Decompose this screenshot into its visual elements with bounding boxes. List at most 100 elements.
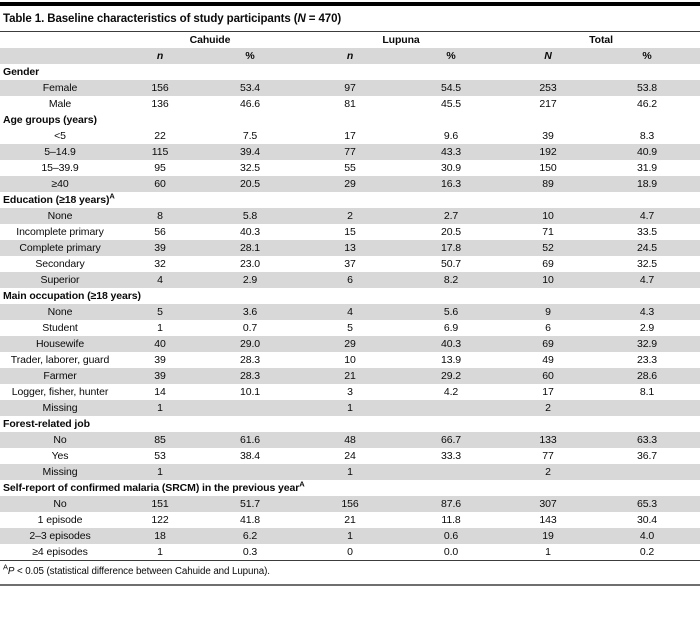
cell-value: 4.7: [639, 210, 655, 222]
cell-value: 10: [542, 210, 554, 222]
cell-value: 95: [154, 162, 166, 174]
section-header: Gender: [3, 66, 40, 78]
table-row: None 5 3.6 4 5.6 9 4.3: [0, 304, 700, 320]
cell-value: 28.6: [636, 370, 658, 382]
cell-value: 32.5: [636, 258, 658, 270]
cell-value: 2.9: [639, 322, 655, 334]
cell-value: 10: [542, 274, 554, 286]
cell-value: 4: [157, 274, 163, 286]
table-row: Missing 1 1 2: [0, 400, 700, 416]
cell-value: 8.1: [639, 386, 655, 398]
cell-value: 28.3: [239, 354, 261, 366]
table-row: Missing 1 1 2: [0, 464, 700, 480]
cell-value: 307: [539, 498, 557, 510]
cell-value: [200, 464, 300, 480]
col-header-total-pct: %: [642, 50, 652, 62]
footnote-superscript: A: [3, 562, 8, 572]
cell-value: 50.7: [440, 258, 462, 270]
table-row: Logger, fisher, hunter 14 10.1 3 4.2 17 8.1: [0, 384, 700, 400]
table-footnote: AP < 0.05 (statistical difference betwee…: [0, 561, 700, 586]
row-label: Student: [42, 322, 78, 334]
row-label: Farmer: [43, 370, 77, 382]
table-row: Trader, laborer, guard 39 28.3 10 13.9 49 23.3: [0, 352, 700, 368]
row-label: Trader, laborer, guard: [10, 354, 110, 366]
row-label: Missing: [42, 402, 78, 414]
cell-value: [594, 400, 700, 416]
cell-value: 6.9: [443, 322, 459, 334]
cell-value: 48: [344, 434, 356, 446]
cell-value: 4.0: [639, 530, 655, 542]
footnote-p-variable: P: [7, 566, 15, 577]
cell-value: 53.8: [636, 82, 658, 94]
row-label: Logger, fisher, hunter: [11, 386, 109, 398]
cell-value: 69: [542, 338, 554, 350]
cell-value: 14: [154, 386, 166, 398]
cell-value: 122: [151, 514, 169, 526]
column-group-lupuna: Lupuna: [382, 34, 420, 46]
cell-value: 45.5: [440, 98, 462, 110]
cell-value: 8: [157, 210, 163, 222]
cell-value: 39: [154, 370, 166, 382]
table-row: No 85 61.6 48 66.7 133 63.3: [0, 432, 700, 448]
row-label: 1 episode: [37, 514, 83, 526]
section-header: Self-report of confirmed malaria (SRCM) …: [3, 480, 305, 494]
cell-value: 2.7: [443, 210, 459, 222]
table-row: Male 136 46.6 81 45.5 217 46.2: [0, 96, 700, 112]
stub-subheader: [0, 48, 120, 64]
section-header-row: Gender: [0, 64, 700, 80]
cell-value: 46.6: [239, 98, 261, 110]
cell-value: [400, 464, 502, 480]
col-header-lupuna-n: n: [346, 50, 354, 62]
table-row: ≥4 episodes 1 0.3 0 0.0 1 0.2: [0, 544, 700, 561]
cell-value: 23.0: [239, 258, 261, 270]
cell-value: 20.5: [239, 178, 261, 190]
cell-value: 0: [347, 546, 353, 558]
cell-value: 6: [347, 274, 353, 286]
cell-value: 32: [154, 258, 166, 270]
row-label: No: [53, 434, 67, 446]
cell-value: 30.9: [440, 162, 462, 174]
cell-value: 5.8: [242, 210, 258, 222]
table-title-suffix: = 470): [305, 13, 342, 25]
cell-value: 39: [154, 354, 166, 366]
cell-value: 0.3: [242, 546, 258, 558]
cell-value: 8.2: [443, 274, 459, 286]
cell-value: 6: [545, 322, 551, 334]
cell-value: 24.5: [636, 242, 658, 254]
table-title-text: Table 1. Baseline characteristics of stu…: [3, 13, 298, 25]
cell-value: 192: [539, 146, 557, 158]
col-header-cahuide-n: n: [156, 50, 164, 62]
cell-value: 2.9: [242, 274, 258, 286]
table-row: 1 episode 122 41.8 21 11.8 143 30.4: [0, 512, 700, 528]
row-label: Yes: [51, 450, 69, 462]
cell-value: 39.4: [239, 146, 261, 158]
table-row: ≥40 60 20.5 29 16.3 89 18.9: [0, 176, 700, 192]
cell-value: 53.4: [239, 82, 261, 94]
cell-value: 156: [341, 498, 359, 510]
cell-value: 40.3: [440, 338, 462, 350]
cell-value: 18: [154, 530, 166, 542]
cell-value: 1: [157, 402, 163, 414]
cell-value: 1: [347, 530, 353, 542]
cell-value: 9.6: [443, 130, 459, 142]
section-header-row: Main occupation (≥18 years): [0, 288, 700, 304]
cell-value: 39: [542, 130, 554, 142]
col-header-cahuide-pct: %: [245, 50, 255, 62]
table-row: No 151 51.7 156 87.6 307 65.3: [0, 496, 700, 512]
cell-value: 9: [545, 306, 551, 318]
cell-value: 69: [542, 258, 554, 270]
cell-value: 37: [344, 258, 356, 270]
cell-value: 39: [154, 242, 166, 254]
cell-value: 61.6: [239, 434, 261, 446]
table-row: Complete primary 39 28.1 13 17.8 52 24.5: [0, 240, 700, 256]
cell-value: 41.8: [239, 514, 261, 526]
cell-value: 40.3: [239, 226, 261, 238]
cell-value: 71: [542, 226, 554, 238]
row-label: Male: [48, 98, 72, 110]
section-header-superscript: A: [299, 480, 305, 489]
cell-value: 13.9: [440, 354, 462, 366]
col-header-lupuna-pct: %: [446, 50, 456, 62]
cell-value: 156: [151, 82, 169, 94]
cell-value: 1: [545, 546, 551, 558]
cell-value: 3.6: [242, 306, 258, 318]
